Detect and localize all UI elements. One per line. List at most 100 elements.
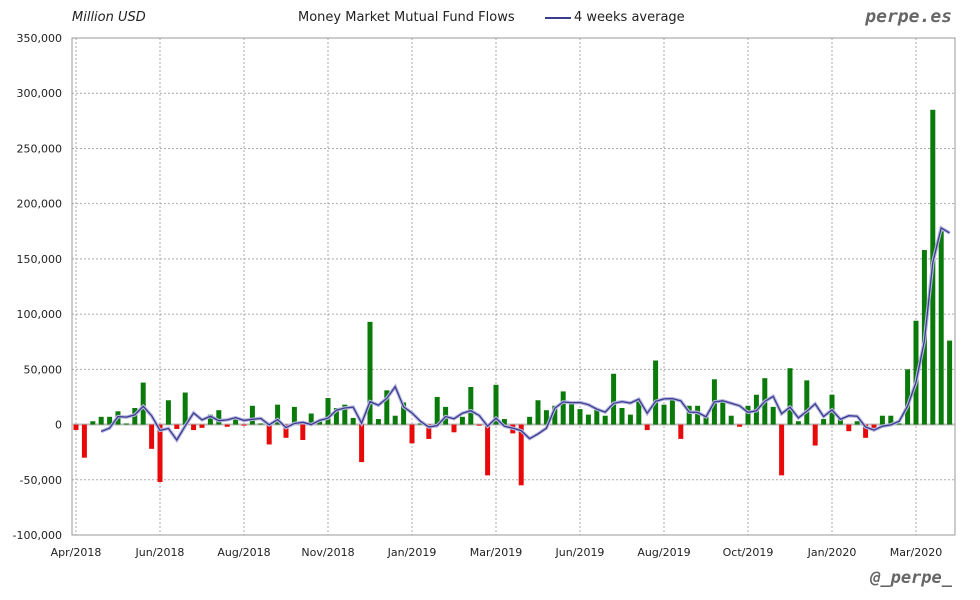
bar-inflow <box>543 410 549 425</box>
bar-inflow <box>804 380 810 425</box>
x-tick-label: Aug/2018 <box>217 546 270 559</box>
bar-inflow <box>258 423 264 425</box>
bar-inflow <box>947 340 953 425</box>
bar-inflow <box>695 405 701 425</box>
bar-outflow <box>283 424 289 438</box>
bar-outflow <box>678 424 684 439</box>
x-tick-label: Jan/2019 <box>387 546 437 559</box>
bar-inflow <box>703 416 709 425</box>
bar-inflow <box>619 407 625 425</box>
bar-inflow <box>569 403 575 425</box>
bar-inflow <box>611 373 617 425</box>
y-axis-unit-label: Million USD <box>72 10 146 25</box>
bar-inflow <box>854 421 860 425</box>
bar-inflow <box>401 402 407 425</box>
bar-inflow <box>291 406 297 425</box>
average-line-halo <box>100 225 951 444</box>
bar-inflow <box>308 413 314 425</box>
bar-inflow <box>577 409 583 425</box>
average-line <box>100 226 950 442</box>
chart-title: Money Market Mutual Fund Flows <box>298 10 515 25</box>
bar-inflow <box>888 415 894 425</box>
brand-watermark: perpe.es <box>865 6 952 27</box>
bar-outflow <box>149 424 155 449</box>
bar-inflow <box>216 410 222 425</box>
bar-outflow <box>224 424 230 427</box>
bar-outflow <box>266 424 272 445</box>
bar-inflow <box>501 419 507 425</box>
bar-inflow <box>938 231 944 425</box>
bar-outflow <box>846 424 852 432</box>
legend-label: 4 weeks average <box>574 10 685 25</box>
bar-inflow <box>317 421 323 425</box>
bar-inflow <box>879 415 885 425</box>
bar-inflow <box>333 407 339 425</box>
bar-inflow <box>107 416 113 425</box>
bar-outflow <box>359 424 365 463</box>
y-tick-label: 50,000 <box>24 363 63 376</box>
y-tick-label: -100,000 <box>13 529 62 542</box>
bar-inflow <box>207 414 213 425</box>
bar-outflow <box>812 424 818 446</box>
bar-inflow <box>669 399 675 425</box>
x-tick-label: Jun/2018 <box>135 546 185 559</box>
bar-inflow <box>350 417 356 425</box>
bar-inflow <box>165 400 171 425</box>
y-tick-label: 100,000 <box>17 308 63 321</box>
bar-inflow <box>384 390 390 425</box>
bar-outflow <box>73 424 79 431</box>
bar-inflow <box>837 417 843 425</box>
bar-inflow <box>493 384 499 425</box>
bar-inflow <box>434 396 440 425</box>
legend-line-swatch <box>545 16 571 19</box>
bar-inflow <box>905 369 911 425</box>
bar-inflow <box>686 405 692 425</box>
bar-outflow <box>300 424 306 441</box>
bar-outflow <box>644 424 650 431</box>
bar-outflow <box>485 424 491 476</box>
bar-outflow <box>241 424 247 426</box>
bar-outflow <box>157 424 163 482</box>
x-tick-label: Jun/2019 <box>555 546 605 559</box>
bar-inflow <box>728 415 734 425</box>
y-tick-label: 250,000 <box>17 142 63 155</box>
x-tick-label: Aug/2019 <box>637 546 690 559</box>
bar-inflow <box>552 405 558 425</box>
x-tick-label: Oct/2019 <box>723 546 774 559</box>
y-tick-label: 150,000 <box>17 253 63 266</box>
bar-inflow <box>821 419 827 425</box>
x-tick-label: Mar/2020 <box>890 546 942 559</box>
bar-outflow <box>174 424 180 429</box>
bar-outflow <box>476 424 482 426</box>
bar-inflow <box>249 405 255 425</box>
bar-inflow <box>275 404 281 425</box>
bar-outflow <box>191 424 197 431</box>
bar-inflow <box>527 416 533 425</box>
x-tick-label: Apr/2018 <box>51 546 102 559</box>
bar-inflow <box>602 415 608 425</box>
bar-inflow <box>367 321 373 425</box>
bar-inflow <box>653 360 659 425</box>
x-tick-label: Jan/2020 <box>807 546 857 559</box>
bar-inflow <box>913 320 919 425</box>
bar-inflow <box>535 400 541 425</box>
bar-inflow <box>787 368 793 425</box>
bar-inflow <box>342 404 348 425</box>
bar-inflow <box>98 416 104 425</box>
bar-outflow <box>871 424 877 431</box>
bar-outflow <box>426 424 432 439</box>
x-tick-label: Mar/2019 <box>470 546 522 559</box>
bar-inflow <box>661 404 667 425</box>
bar-inflow <box>720 401 726 425</box>
bar-inflow <box>90 421 96 425</box>
author-handle: @_perpe_ <box>870 568 952 588</box>
y-tick-label: 350,000 <box>17 32 63 45</box>
bar-outflow <box>199 424 205 428</box>
bar-inflow <box>795 421 801 425</box>
bar-inflow <box>375 419 381 425</box>
legend: 4 weeks average <box>545 10 685 25</box>
bar-inflow <box>770 406 776 425</box>
bar-inflow <box>140 382 146 425</box>
bar-outflow <box>451 424 457 433</box>
